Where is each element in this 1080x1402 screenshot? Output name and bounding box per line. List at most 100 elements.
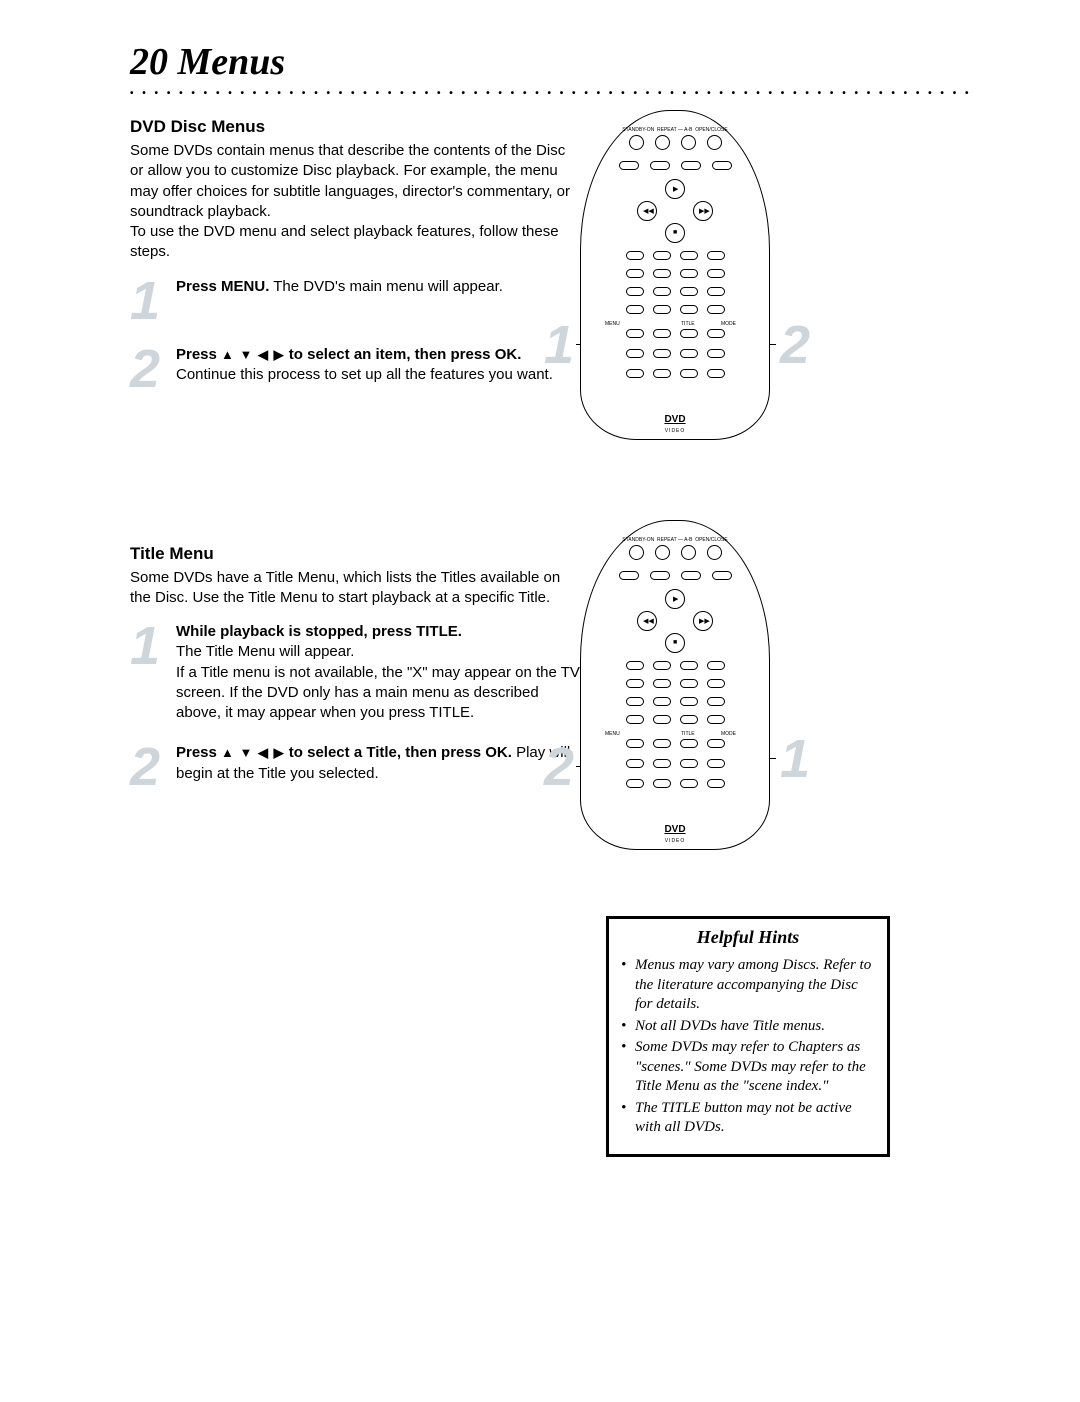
step-number-2: 2 xyxy=(130,743,176,792)
num-5 xyxy=(653,269,671,278)
step-number-1: 1 xyxy=(130,277,176,326)
section1-title: DVD Disc Menus xyxy=(130,117,970,137)
top-labels: STANDBY-ON REPEAT — A-B OPEN/CLOSE xyxy=(581,537,769,543)
num-3 xyxy=(680,251,698,260)
num-4 xyxy=(626,269,644,278)
skip-fwd-icon xyxy=(681,161,701,170)
return-btn xyxy=(680,779,698,788)
open-close-icon xyxy=(707,545,722,560)
subtitle-btn xyxy=(707,679,725,688)
helpful-hints-box: Helpful Hints Menus may vary among Discs… xyxy=(606,916,890,1157)
setup-btn xyxy=(626,779,644,788)
num-3 xyxy=(680,661,698,670)
num-6 xyxy=(680,269,698,278)
top-labels: STANDBY-ON REPEAT — A-B OPEN/CLOSE xyxy=(581,127,769,133)
audio-btn xyxy=(707,661,725,670)
hint-item: Not all DVDs have Title menus. xyxy=(621,1017,875,1037)
setup-btn xyxy=(626,369,644,378)
callout-2-right: 1 xyxy=(780,732,810,786)
step1-body: Press MENU. The DVD's main menu will app… xyxy=(176,277,503,326)
dpad-icon: ▶ ◀◀ ▶▶ ■ xyxy=(637,183,713,239)
step1-rest: The DVD's main menu will appear. xyxy=(269,278,503,295)
remote-illustration-1: 1 2 STANDBY-ON REPEAT — A-B OPEN/CLOSE ▶… xyxy=(580,110,770,440)
right-btn xyxy=(680,759,698,768)
standby-icon xyxy=(629,135,644,150)
num-5 xyxy=(653,679,671,688)
mode-label: MODE xyxy=(721,321,736,327)
menu-btn xyxy=(626,739,644,748)
ok-btn xyxy=(653,349,671,358)
return-btn xyxy=(680,369,698,378)
skip-back-icon xyxy=(650,571,670,580)
marker-btn xyxy=(707,779,725,788)
menu-label: MENU xyxy=(605,321,620,327)
title-btn xyxy=(680,739,698,748)
callout-2-left: 2 xyxy=(544,740,574,794)
left-btn xyxy=(626,349,644,358)
clear-btn xyxy=(626,715,644,724)
rewind-icon: ◀◀ xyxy=(637,201,657,221)
ab-icon xyxy=(681,135,696,150)
callout-1-left: 1 xyxy=(544,318,574,372)
section2-intro: Some DVDs have a Title Menu, which lists… xyxy=(130,568,580,609)
dvd-logo: DVD xyxy=(581,414,769,425)
up-btn xyxy=(653,739,671,748)
num-7 xyxy=(626,287,644,296)
step1-bold: Press MENU. xyxy=(176,278,269,295)
num-4 xyxy=(626,679,644,688)
remote-control-icon: STANDBY-ON REPEAT — A-B OPEN/CLOSE ▶ ◀◀ … xyxy=(580,110,770,440)
section1-step1: 1 Press MENU. The DVD's main menu will a… xyxy=(130,277,580,326)
section1-step2: 2 Press ▲ ▼ ◀ ▶ to select an item, then … xyxy=(130,345,580,394)
ffwd-icon: ▶▶ xyxy=(693,611,713,631)
angle-btn xyxy=(707,697,725,706)
down-btn xyxy=(653,779,671,788)
num-7 xyxy=(626,697,644,706)
section2-step1: 1 While playback is stopped, press TITLE… xyxy=(130,622,580,723)
play-icon: ▶ xyxy=(665,589,685,609)
dvd-logo: DVD xyxy=(581,824,769,835)
step-number-2: 2 xyxy=(130,345,176,394)
right-btn xyxy=(680,349,698,358)
video-label: VIDEO xyxy=(581,838,769,844)
remote-illustration-2: 2 1 STANDBY-ON REPEAT — A-B OPEN/CLOSE ▶… xyxy=(580,520,770,850)
arrow-icons: ▲ ▼ ◀ ▶ xyxy=(221,745,285,760)
zoom-btn xyxy=(707,349,725,358)
s2-step1-bold: While playback is stopped, press TITLE. xyxy=(176,623,462,640)
repeat-icon xyxy=(655,545,670,560)
page-header: 20 Menus xyxy=(130,40,970,84)
menu-label: MENU xyxy=(605,731,620,737)
s2-step2-bold-b: to select a Title, then press OK. xyxy=(285,744,512,761)
pause-icon xyxy=(712,571,732,580)
section2-title: Title Menu xyxy=(130,544,970,564)
callout-1-right: 2 xyxy=(780,318,810,372)
subtitle-btn xyxy=(707,269,725,278)
num-0 xyxy=(653,715,671,724)
angle-btn xyxy=(707,287,725,296)
num-2 xyxy=(653,251,671,260)
hint-item: The TITLE button may not be active with … xyxy=(621,1099,875,1138)
remote-control-icon: STANDBY-ON REPEAT — A-B OPEN/CLOSE ▶ ◀◀ … xyxy=(580,520,770,850)
mode-btn xyxy=(707,739,725,748)
section2-step2: 2 Press ▲ ▼ ◀ ▶ to select a Title, then … xyxy=(130,743,580,792)
s2-step2-bold-a: Press xyxy=(176,744,221,761)
search-btn xyxy=(707,715,725,724)
search-btn xyxy=(707,305,725,314)
up-btn xyxy=(653,329,671,338)
hints-list: Menus may vary among Discs. Refer to the… xyxy=(621,956,875,1138)
title-label: TITLE xyxy=(681,321,695,327)
marker-btn xyxy=(707,369,725,378)
ffwd-icon: ▶▶ xyxy=(693,201,713,221)
step2-body: Press ▲ ▼ ◀ ▶ to select an item, then pr… xyxy=(176,345,580,394)
display-icon xyxy=(619,161,639,170)
skip-back-icon xyxy=(650,161,670,170)
step-number-1: 1 xyxy=(130,622,176,723)
hints-title: Helpful Hints xyxy=(621,927,875,948)
num-1 xyxy=(626,251,644,260)
stop-icon: ■ xyxy=(665,223,685,243)
num-9 xyxy=(680,287,698,296)
clear-btn xyxy=(626,305,644,314)
play-icon: ▶ xyxy=(665,179,685,199)
stop-icon: ■ xyxy=(665,633,685,653)
menu-btn xyxy=(626,329,644,338)
hint-item: Some DVDs may refer to Chapters as "scen… xyxy=(621,1038,875,1097)
